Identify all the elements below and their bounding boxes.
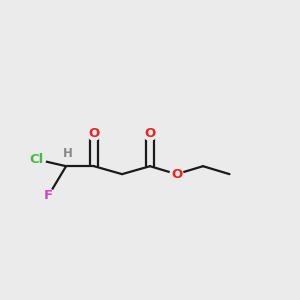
Text: Cl: Cl <box>29 153 44 166</box>
Text: O: O <box>171 168 182 181</box>
Text: O: O <box>144 127 156 140</box>
Text: F: F <box>44 189 53 202</box>
Circle shape <box>28 151 46 168</box>
Circle shape <box>42 189 55 202</box>
Circle shape <box>170 168 183 181</box>
Circle shape <box>143 127 157 140</box>
Text: O: O <box>88 127 100 140</box>
Circle shape <box>63 148 74 159</box>
Circle shape <box>88 127 100 140</box>
Text: H: H <box>63 147 73 160</box>
